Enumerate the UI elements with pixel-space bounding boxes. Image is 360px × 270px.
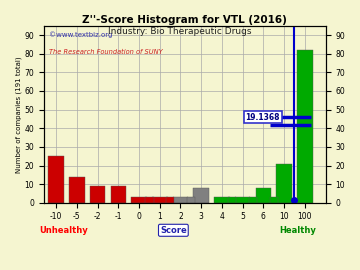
Bar bbox=[69, 177, 85, 203]
Bar bbox=[152, 197, 167, 203]
Text: ©www.textbiz.org: ©www.textbiz.org bbox=[49, 31, 113, 38]
Text: Unhealthy: Unhealthy bbox=[39, 226, 88, 235]
Text: 19.1368: 19.1368 bbox=[246, 113, 280, 122]
Y-axis label: Number of companies (191 total): Number of companies (191 total) bbox=[15, 56, 22, 173]
Bar bbox=[249, 197, 257, 203]
Bar bbox=[173, 197, 188, 203]
Bar bbox=[187, 197, 195, 203]
Title: Z''-Score Histogram for VTL (2016): Z''-Score Histogram for VTL (2016) bbox=[82, 15, 287, 25]
Bar bbox=[48, 156, 64, 203]
Bar bbox=[131, 197, 147, 203]
Bar bbox=[193, 188, 209, 203]
Bar bbox=[111, 186, 126, 203]
Bar bbox=[256, 188, 271, 203]
Bar bbox=[145, 197, 154, 203]
Bar bbox=[270, 197, 278, 203]
Bar bbox=[276, 164, 292, 203]
Bar bbox=[228, 197, 237, 203]
Text: Healthy: Healthy bbox=[279, 226, 316, 235]
Bar bbox=[297, 50, 312, 203]
Bar bbox=[214, 197, 230, 203]
Bar bbox=[235, 197, 251, 203]
Text: The Research Foundation of SUNY: The Research Foundation of SUNY bbox=[49, 49, 163, 55]
Bar bbox=[166, 197, 174, 203]
Text: Score: Score bbox=[160, 226, 187, 235]
Bar bbox=[90, 186, 105, 203]
Text: Industry: Bio Therapeutic Drugs: Industry: Bio Therapeutic Drugs bbox=[108, 26, 252, 36]
